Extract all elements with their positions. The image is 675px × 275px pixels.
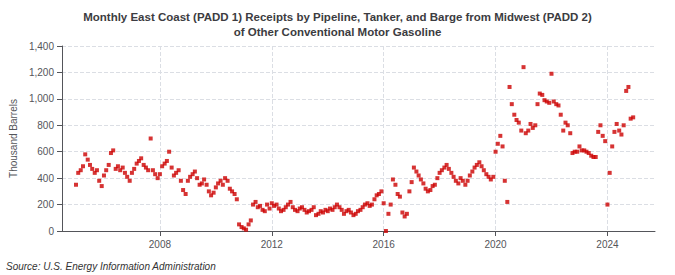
svg-text:2020: 2020 [484,239,507,250]
svg-text:0: 0 [48,226,54,237]
svg-text:200: 200 [37,199,54,210]
svg-text:Monthly East Coast (PADD 1) Re: Monthly East Coast (PADD 1) Receipts by … [83,11,592,23]
svg-text:400: 400 [37,173,54,184]
svg-text:of Other Conventional Motor Ga: of Other Conventional Motor Gasoline [234,26,442,38]
svg-text:2008: 2008 [149,239,172,250]
svg-text:800: 800 [37,120,54,131]
svg-text:600: 600 [37,146,54,157]
svg-text:1,200: 1,200 [29,67,54,78]
svg-text:1,000: 1,000 [29,93,54,104]
svg-text:2016: 2016 [373,239,396,250]
svg-text:1,400: 1,400 [29,41,54,52]
svg-text:Thousand Barrels: Thousand Barrels [8,99,19,178]
svg-text:Source: U.S. Energy Informatio: Source: U.S. Energy Information Administ… [6,261,216,272]
svg-text:2024: 2024 [596,239,619,250]
svg-text:2012: 2012 [261,239,284,250]
